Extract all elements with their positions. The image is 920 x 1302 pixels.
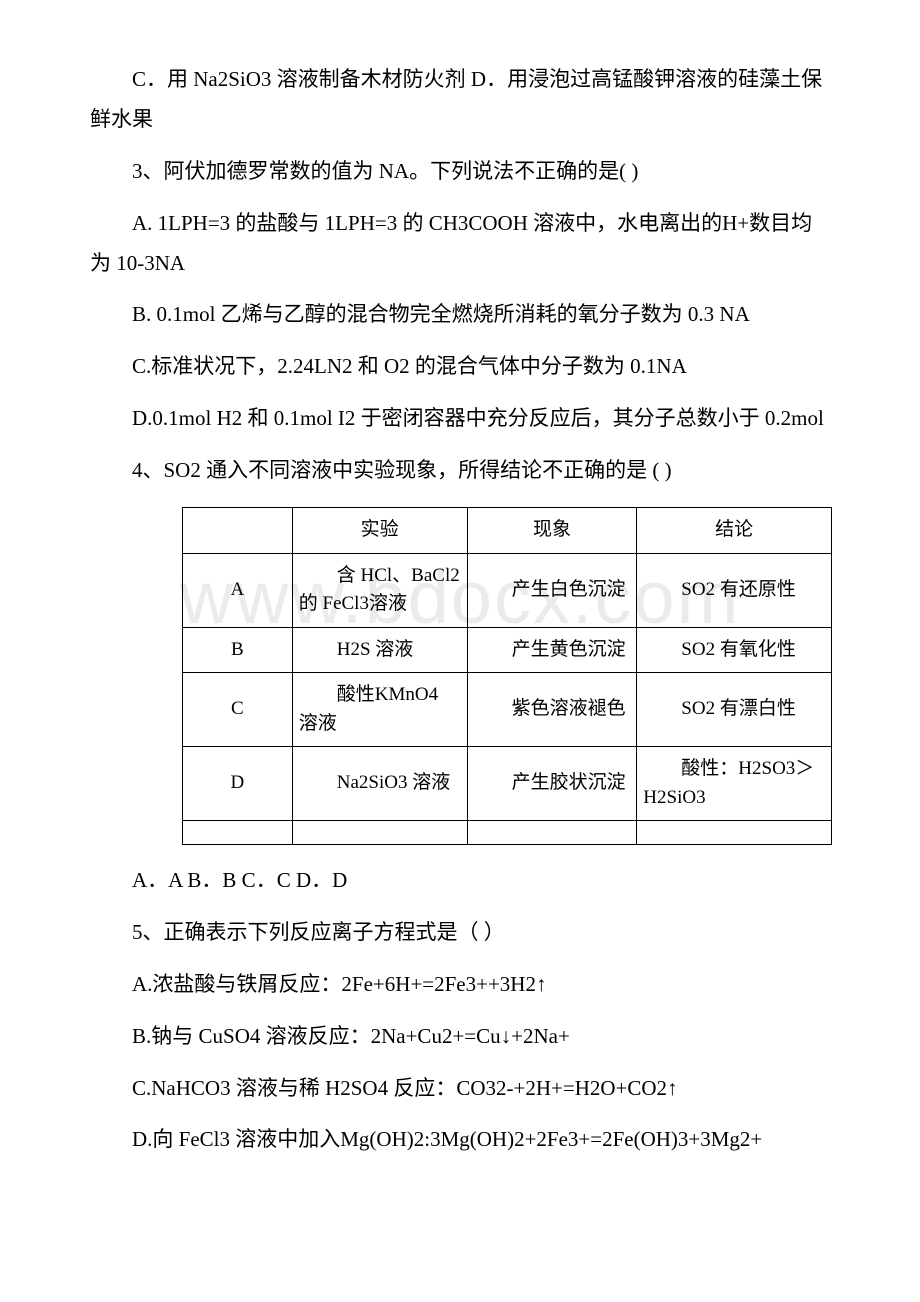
paragraph-q5-d: D.向 FeCl3 溶液中加入Mg(OH)2:3Mg(OH)2+2Fe3+=2F… — [90, 1120, 830, 1160]
table-row: A 含 HCl、BaCl2 的 FeCl3溶液 产生白色沉淀 SO2 有还原性 — [183, 553, 832, 627]
table-header-conclusion: 结论 — [637, 508, 832, 554]
table-cell-label: D — [183, 747, 293, 821]
table-empty-cell — [292, 821, 467, 845]
table-header-experiment: 实验 — [292, 508, 467, 554]
paragraph-q3: 3、阿伏加德罗常数的值为 NA。下列说法不正确的是( ) — [90, 152, 830, 192]
table-empty-row — [183, 821, 832, 845]
table-header-blank — [183, 508, 293, 554]
table-cell-label: C — [183, 673, 293, 747]
q4-table-wrapper: 实验 现象 结论 A 含 HCl、BaCl2 的 FeCl3溶液 产生白色沉淀 … — [182, 507, 832, 845]
table-cell-label: A — [183, 553, 293, 627]
paragraph-q2-cd: C．用 Na2SiO3 溶液制备木材防火剂 D．用浸泡过高锰酸钾溶液的硅藻土保鲜… — [90, 60, 830, 140]
table-cell-experiment: 含 HCl、BaCl2 的 FeCl3溶液 — [292, 553, 467, 627]
table-row: D Na2SiO3 溶液 产生胶状沉淀 酸性：H2SO3＞H2SiO3 — [183, 747, 832, 821]
table-cell-experiment: H2S 溶液 — [292, 627, 467, 673]
table-cell-phenomenon: 产生白色沉淀 — [467, 553, 637, 627]
paragraph-q4: 4、SO2 通入不同溶液中实验现象，所得结论不正确的是 ( ) — [90, 451, 830, 491]
paragraph-q5-a: A.浓盐酸与铁屑反应：2Fe+6H+=2Fe3++3H2↑ — [90, 965, 830, 1005]
table-header-phenomenon: 现象 — [467, 508, 637, 554]
table-empty-cell — [467, 821, 637, 845]
table-cell-experiment: Na2SiO3 溶液 — [292, 747, 467, 821]
paragraph-q3-a: A. 1LPH=3 的盐酸与 1LPH=3 的 CH3COOH 溶液中，水电离出… — [90, 204, 830, 284]
paragraph-q4-answers: A．A B．B C．C D．D — [90, 861, 830, 901]
table-header-row: 实验 现象 结论 — [183, 508, 832, 554]
table-row: C 酸性KMnO4 溶液 紫色溶液褪色 SO2 有漂白性 — [183, 673, 832, 747]
paragraph-q3-c: C.标准状况下，2.24LN2 和 O2 的混合气体中分子数为 0.1NA — [90, 347, 830, 387]
table-cell-conclusion: 酸性：H2SO3＞H2SiO3 — [637, 747, 832, 821]
table-cell-phenomenon: 产生黄色沉淀 — [467, 627, 637, 673]
paragraph-q3-b: B. 0.1mol 乙烯与乙醇的混合物完全燃烧所消耗的氧分子数为 0.3 NA — [90, 295, 830, 335]
table-row: B H2S 溶液 产生黄色沉淀 SO2 有氧化性 — [183, 627, 832, 673]
table-cell-phenomenon: 产生胶状沉淀 — [467, 747, 637, 821]
table-empty-cell — [183, 821, 293, 845]
document-content: C．用 Na2SiO3 溶液制备木材防火剂 D．用浸泡过高锰酸钾溶液的硅藻土保鲜… — [90, 60, 830, 1160]
table-cell-conclusion: SO2 有还原性 — [637, 553, 832, 627]
paragraph-q3-d: D.0.1mol H2 和 0.1mol I2 于密闭容器中充分反应后，其分子总… — [90, 399, 830, 439]
table-cell-conclusion: SO2 有氧化性 — [637, 627, 832, 673]
paragraph-q5: 5、正确表示下列反应离子方程式是（ ） — [90, 913, 830, 953]
paragraph-q5-c: C.NaHCO3 溶液与稀 H2SO4 反应：CO32-+2H+=H2O+CO2… — [90, 1069, 830, 1109]
paragraph-q5-b: B.钠与 CuSO4 溶液反应：2Na+Cu2+=Cu↓+2Na+ — [90, 1017, 830, 1057]
table-cell-phenomenon: 紫色溶液褪色 — [467, 673, 637, 747]
table-cell-conclusion: SO2 有漂白性 — [637, 673, 832, 747]
table-empty-cell — [637, 821, 832, 845]
table-cell-label: B — [183, 627, 293, 673]
table-cell-experiment: 酸性KMnO4 溶液 — [292, 673, 467, 747]
q4-table: 实验 现象 结论 A 含 HCl、BaCl2 的 FeCl3溶液 产生白色沉淀 … — [182, 507, 832, 845]
